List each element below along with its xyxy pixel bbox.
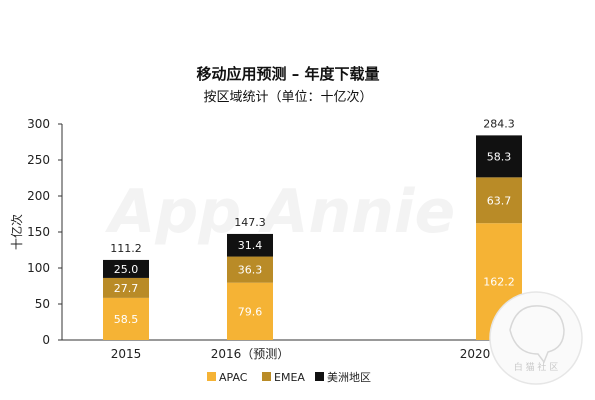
x-category-label: 2015	[111, 347, 142, 361]
legend-swatch	[315, 372, 324, 381]
bar-total-label: 147.3	[234, 216, 266, 229]
bar-segment-label: 36.3	[238, 264, 263, 277]
bar-segment	[227, 233, 273, 257]
y-tick-label: 0	[42, 333, 50, 347]
legend-label: EMEA	[274, 371, 305, 384]
y-tick-label: 100	[27, 261, 50, 275]
watermark-text: App Annie	[105, 177, 455, 247]
bar-segment	[476, 135, 522, 178]
bar-segment-label: 63.7	[487, 194, 512, 207]
bar-segment	[103, 277, 149, 298]
bar-segment	[103, 259, 149, 278]
y-tick-label: 50	[35, 297, 50, 311]
x-category-label: 2016（预测）	[211, 347, 290, 361]
legend: APAC EMEA 美洲地区	[207, 371, 371, 384]
chart-title: 移动应用预测 – 年度下载量	[197, 65, 380, 83]
bar-segment-label: 25.0	[114, 263, 139, 276]
bar-total-label: 111.2	[110, 242, 142, 255]
y-tick-label: 300	[27, 117, 50, 131]
y-axis-label: 十亿次	[9, 214, 24, 250]
bar-segment-label: 58.3	[487, 150, 512, 163]
legend-swatch	[262, 372, 271, 381]
stamp-text: 白 猫 社 区	[514, 361, 559, 373]
legend-label: 美洲地区	[327, 371, 371, 384]
bar-segment-label: 162.2	[483, 276, 515, 289]
cat-outline-icon	[509, 305, 565, 364]
bar-segment	[227, 282, 273, 340]
y-tick-label: 150	[27, 225, 50, 239]
legend-swatch	[207, 372, 216, 381]
bar-segment-label: 27.7	[114, 282, 139, 295]
y-tick-label: 250	[27, 153, 50, 167]
legend-label: APAC	[219, 371, 248, 384]
bar-segment	[227, 256, 273, 283]
stamp-logo: 白 猫 社 区	[489, 291, 583, 385]
chart-subtitle: 按区域统计（单位：十亿次）	[203, 89, 372, 105]
y-tick-label: 200	[27, 189, 50, 203]
bar-segment-label: 79.6	[238, 305, 263, 318]
bar-segment	[103, 297, 149, 340]
bar-segment-label: 31.4	[238, 239, 263, 252]
bar-total-label: 284.3	[483, 117, 515, 130]
bar-segment-label: 58.5	[114, 313, 139, 326]
bar-segment	[476, 177, 522, 224]
